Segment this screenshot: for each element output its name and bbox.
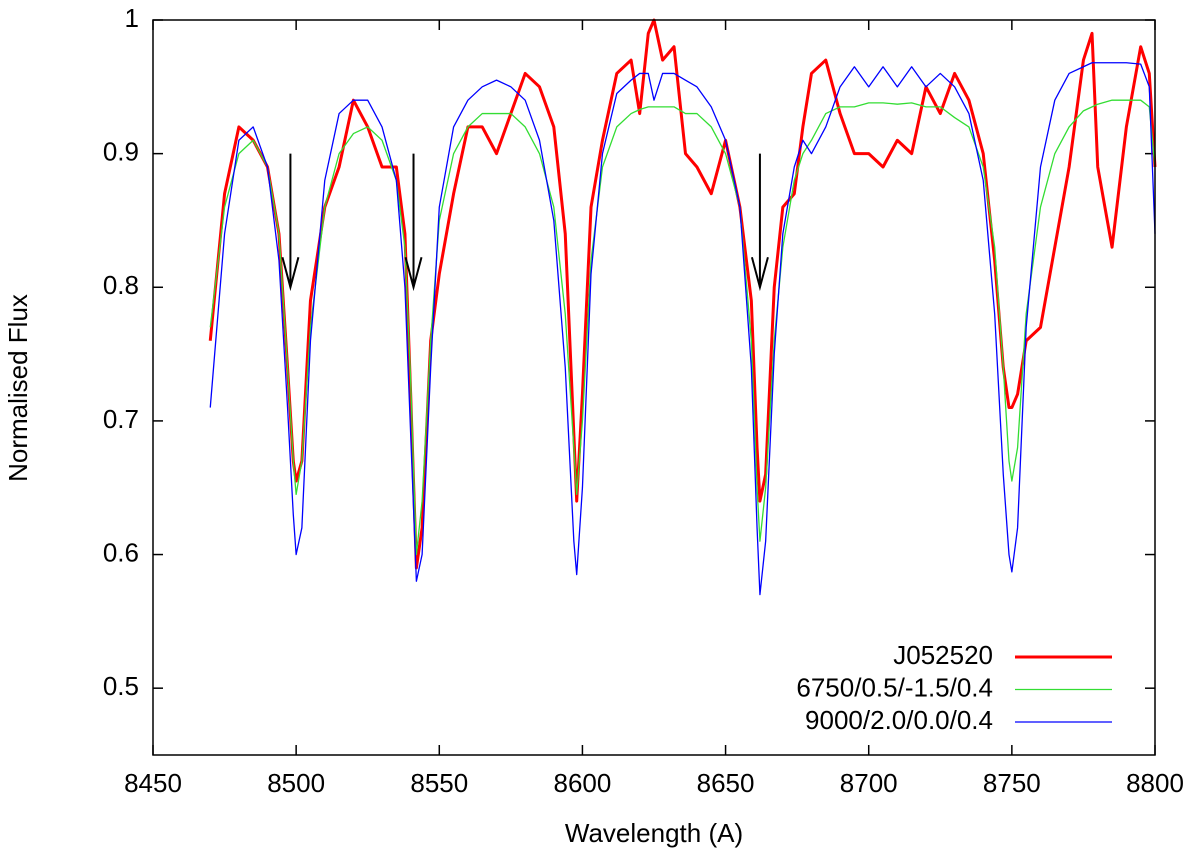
y-tick-label: 0.9 (103, 137, 139, 167)
y-tick-label: 1 (125, 3, 139, 33)
y-axis-label: Normalised Flux (3, 294, 33, 482)
series-line (209, 62, 1156, 596)
x-tick-label: 8750 (983, 768, 1041, 798)
x-tick-label: 8500 (267, 768, 325, 798)
series-line (209, 99, 1156, 556)
plot-frame (152, 19, 1156, 756)
x-tick-label: 8600 (554, 768, 612, 798)
y-tick-label: 0.6 (103, 537, 139, 567)
legend-label: 9000/2.0/0.0/0.4 (805, 705, 993, 735)
legend-label: J052520 (893, 640, 993, 670)
legend-label: 6750/0.5/-1.5/0.4 (796, 672, 993, 702)
y-tick-label: 0.8 (103, 270, 139, 300)
x-tick-label: 8550 (410, 768, 468, 798)
y-tick-label: 0.7 (103, 404, 139, 434)
series-line (208, 18, 1157, 570)
arrow-head (750, 257, 769, 292)
y-tick-label: 0.5 (103, 671, 139, 701)
x-axis-label: Wavelength (A) (565, 818, 743, 848)
arrow-head (281, 257, 300, 292)
x-tick-label: 8800 (1126, 768, 1184, 798)
x-tick-label: 8450 (124, 768, 182, 798)
x-tick-label: 8650 (697, 768, 755, 798)
arrow-head (404, 257, 423, 292)
x-tick-label: 8700 (840, 768, 898, 798)
